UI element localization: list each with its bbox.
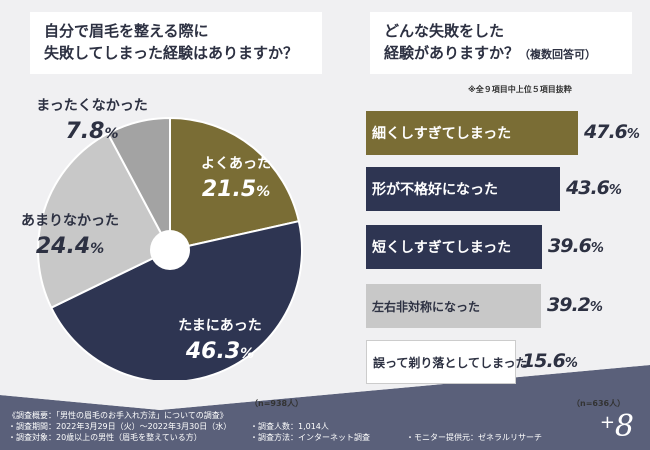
bar-2: 形が不格好になった	[366, 167, 560, 211]
right-question-title: どんな失敗をした 経験がありますか？（複数回答可）	[370, 12, 632, 74]
survey-period: ・調査期間：2022年3月29日（火）～2022年3月30日（水）	[8, 422, 232, 431]
left-question-title: 自分で眉毛を整える際に 失敗してしまった経験はありますか？	[30, 12, 322, 74]
survey-overview: 《調査概要：「男性の眉毛のお手入れ方法」についての調査》	[8, 411, 228, 420]
pie-label-left-gray: あまりなかった	[21, 213, 119, 229]
pie-value-left-gray: 24.4%	[36, 234, 104, 259]
survey-provider: ・モニター提供元：ゼネラルリサーチ	[406, 433, 542, 442]
bar-5: 誤って剃り落としてしまった	[366, 340, 528, 384]
bar-label-3: 短くしすぎてしまった	[372, 240, 512, 256]
survey-respondents: ・調査人数：1,014人	[250, 422, 329, 431]
survey-target: ・調査対象：20歳以上の男性（眉毛を整えている方）	[8, 433, 202, 442]
pie-value-top-olive: 21.5%	[202, 177, 270, 202]
pie-value-top-gray: 7.8%	[65, 119, 118, 144]
pie-chart: よくあった 21.5% たまにあった 46.3% あまりなかった 24.4% まったくなかっ…	[21, 98, 303, 380]
bar-label-1: 細くしすぎてしまった	[372, 126, 512, 142]
pie-value-bottom-navy: 46.3%	[185, 339, 254, 364]
pie-slices	[37, 116, 303, 380]
pie-label-bottom-navy: たまにあった	[178, 318, 262, 334]
bar-value-4: 39.2%	[547, 294, 603, 316]
pie-labels: よくあった 21.5% たまにあった 46.3% あまりなかった 24.4% まったくなかっ…	[21, 98, 271, 364]
pie-label-top-olive: よくあった	[201, 156, 271, 172]
bar-value-2: 43.6%	[566, 177, 622, 199]
left-sample-size: （n=938人）	[250, 399, 304, 408]
right-note: ※全９項目中上位５項目抜粋	[468, 85, 572, 94]
left-question-line1: 自分で眉毛を整える際に	[44, 22, 209, 40]
bar-value-3: 39.6%	[548, 235, 604, 257]
bar-label-2: 形が不格好になった	[372, 182, 498, 198]
survey-info-mid: ・調査人数：1,014人 ・調査方法：インターネット調査	[250, 421, 370, 443]
right-question-line2: 経験がありますか？	[384, 44, 520, 62]
bar-4: 左右非対称になった	[366, 284, 541, 328]
brand-logo: +8	[599, 409, 634, 444]
right-sample-size: （n=636人）	[572, 399, 626, 408]
bar-1: 細くしすぎてしまった	[366, 111, 578, 155]
pie-slice-top-gray	[106, 116, 171, 251]
pie-center-hole	[150, 230, 190, 270]
bar-value-1: 47.6%	[584, 121, 640, 143]
right-question-suffix: （複数回答可）	[519, 48, 597, 61]
bar-3: 短くしすぎてしまった	[366, 225, 542, 269]
bar-value-5: 15.6%	[522, 350, 578, 372]
left-question-line2: 失敗してしまった経験はありますか？	[44, 44, 298, 62]
survey-info-left: 《調査概要：「男性の眉毛のお手入れ方法」についての調査》 ・調査期間：2022年…	[8, 410, 231, 443]
bar-label-4: 左右非対称になった	[372, 299, 481, 314]
right-question-line1: どんな失敗をした	[384, 22, 505, 40]
pie-slice-bottom-navy	[49, 220, 303, 380]
survey-method: ・調査方法：インターネット調査	[250, 433, 370, 442]
pie-label-top-gray: まったくなかった	[36, 98, 147, 114]
pie-slice-left-gray	[37, 132, 172, 310]
pie-slice-top-olive	[169, 116, 301, 252]
bar-label-5: 誤って剃り落としてしまった	[373, 355, 528, 370]
